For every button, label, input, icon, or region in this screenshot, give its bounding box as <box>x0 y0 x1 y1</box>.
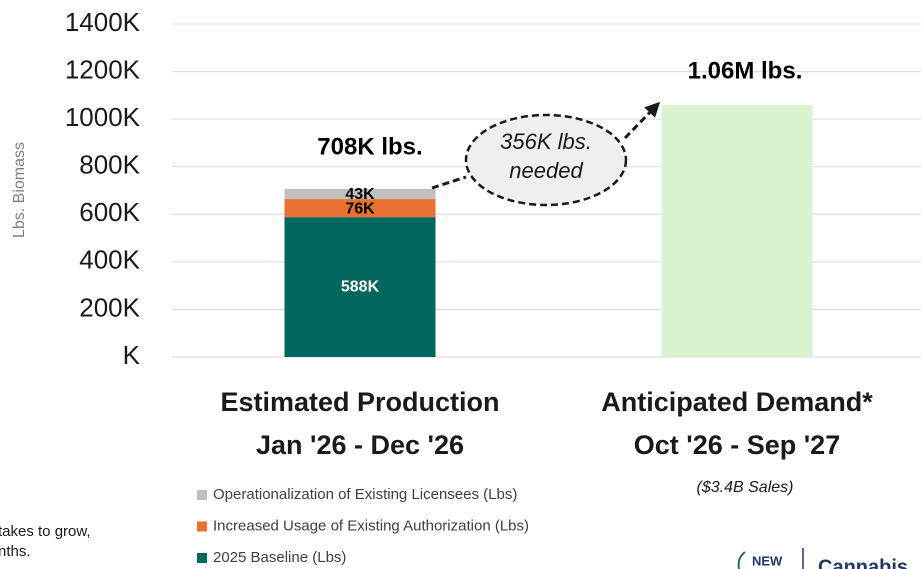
bar-segment <box>284 199 436 218</box>
y-tick-label: 1400K <box>65 7 141 37</box>
x-tick-label: Jan '26 - Dec '26 <box>256 430 464 460</box>
data-label: 588K <box>341 278 380 295</box>
y-tick-label: 600K <box>79 197 140 227</box>
data-label: 43K <box>345 186 375 203</box>
y-tick-label: K <box>123 340 141 370</box>
arrow <box>623 101 661 140</box>
note: ($3.4B Sales) <box>697 479 794 496</box>
legend-swatch <box>197 553 207 563</box>
callout-text: 356K lbs. <box>500 129 592 154</box>
legend-swatch <box>197 490 207 500</box>
y-tick-label: 800K <box>79 150 140 180</box>
y-axis-title: Lbs. Biomass <box>11 142 28 238</box>
callout-text: needed <box>509 158 583 183</box>
total-label: 708K lbs. <box>317 133 422 160</box>
legend-swatch <box>197 521 207 532</box>
bar-segment <box>284 188 436 200</box>
y-tick-label: 1000K <box>65 102 141 132</box>
data-label: 76K <box>345 200 375 217</box>
footnote: takes to grow, <box>0 523 91 540</box>
y-tick-label: 400K <box>79 245 140 275</box>
y-tick-label: 1200K <box>65 54 141 84</box>
x-tick-label: Estimated Production <box>220 387 499 417</box>
legend-label: Operationalization of Existing Licensees… <box>213 486 517 503</box>
logo-text: NEW <box>752 553 783 568</box>
total-label: 1.06M lbs. <box>688 57 803 84</box>
legend-label: 2025 Baseline (Lbs) <box>213 549 346 566</box>
arrow <box>431 175 467 190</box>
y-tick-label: 200K <box>79 292 140 322</box>
x-tick-label: Anticipated Demand* <box>601 387 873 417</box>
legend-label: Increased Usage of Existing Authorizatio… <box>213 517 529 534</box>
callout <box>464 113 628 207</box>
logo-text: Cannabis <box>818 556 908 569</box>
footnote: nths. <box>0 543 31 560</box>
x-tick-label: Oct '26 - Sep '27 <box>634 430 840 460</box>
bar <box>661 104 813 357</box>
bar-segment <box>284 217 436 357</box>
logo-icon <box>737 551 746 569</box>
